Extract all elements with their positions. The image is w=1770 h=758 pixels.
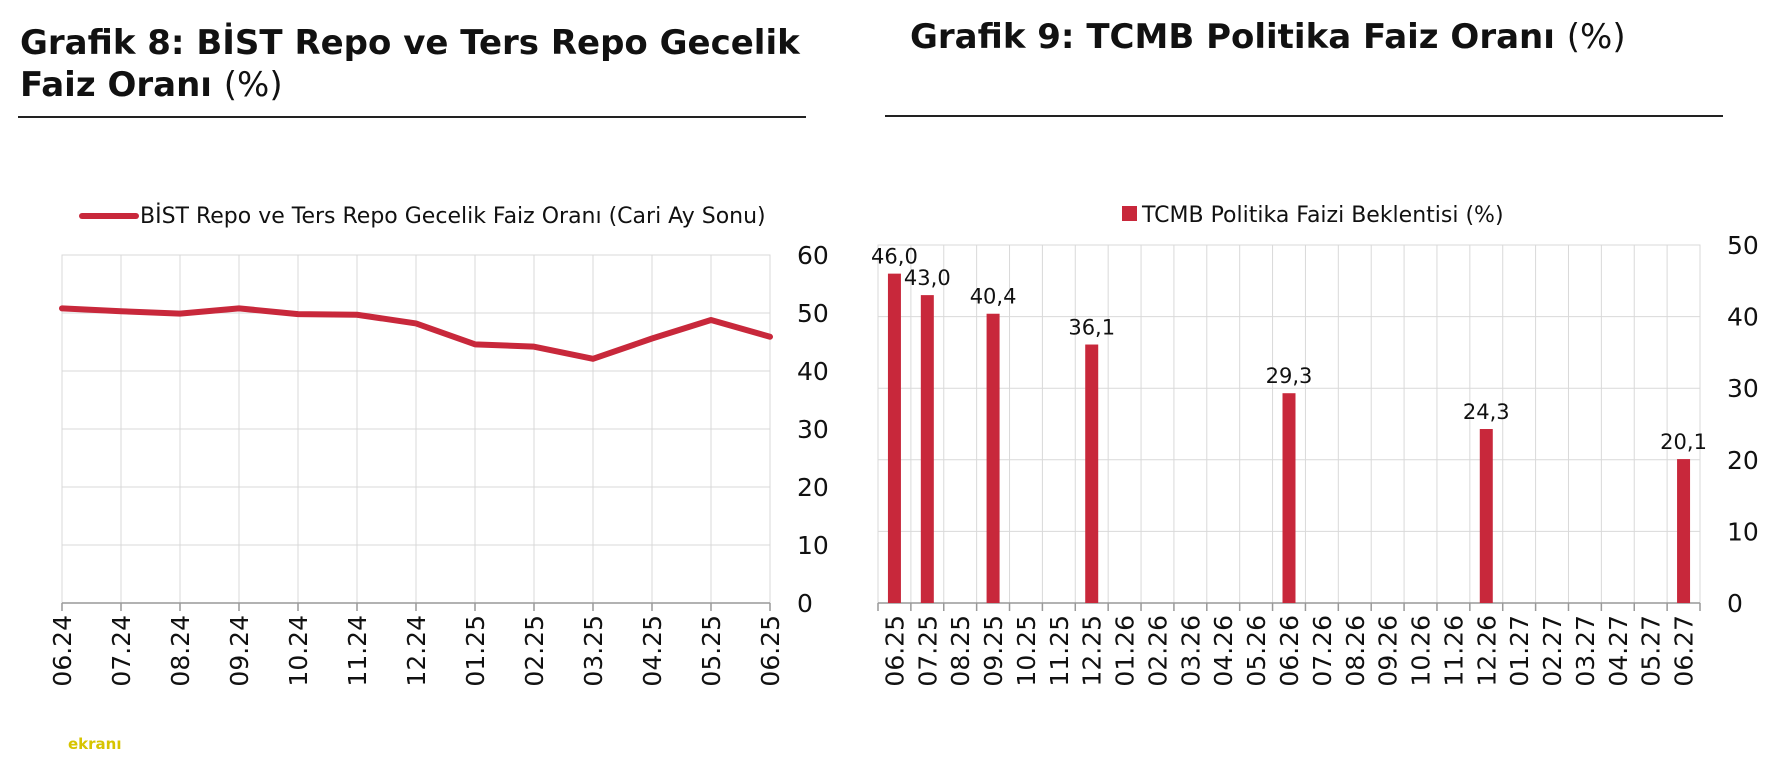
legend-swatch bbox=[1122, 206, 1137, 221]
x-tick-label: 01.27 bbox=[1505, 615, 1534, 687]
x-tick-label: 02.27 bbox=[1538, 615, 1567, 687]
x-tick-label: 07.26 bbox=[1308, 615, 1337, 687]
legend-label: BİST Repo ve Ters Repo Gecelik Faiz Oran… bbox=[140, 203, 766, 229]
data-label: 46,0 bbox=[871, 245, 918, 269]
y-tick-label: 20 bbox=[797, 473, 829, 502]
x-tick-label: 05.26 bbox=[1242, 615, 1271, 687]
x-tick-label: 03.27 bbox=[1571, 615, 1600, 687]
bar bbox=[986, 313, 1000, 603]
x-tick-label: 01.25 bbox=[461, 615, 490, 687]
y-tick-label: 40 bbox=[797, 357, 829, 386]
x-tick-label: 08.25 bbox=[946, 615, 975, 687]
x-tick-label: 10.26 bbox=[1407, 615, 1436, 687]
data-label: 36,1 bbox=[1068, 316, 1115, 340]
x-tick-label: 09.24 bbox=[225, 615, 254, 687]
x-tick-label: 10.25 bbox=[1012, 615, 1041, 687]
right-chart-title-text: Grafik 9: TCMB Politika Faiz Oranı bbox=[910, 17, 1555, 57]
x-tick-label: 06.25 bbox=[880, 615, 909, 687]
y-tick-label: 20 bbox=[1727, 446, 1759, 475]
data-label: 43,0 bbox=[904, 266, 951, 290]
x-tick-label: 11.24 bbox=[343, 615, 372, 687]
x-tick-label: 05.25 bbox=[697, 615, 726, 687]
y-tick-label: 50 bbox=[797, 299, 829, 328]
x-tick-label: 01.26 bbox=[1111, 615, 1140, 687]
data-label: 29,3 bbox=[1266, 364, 1313, 388]
x-tick-label: 04.25 bbox=[638, 615, 667, 687]
x-tick-label: 02.26 bbox=[1143, 615, 1172, 687]
x-tick-label: 03.26 bbox=[1176, 615, 1205, 687]
x-tick-label: 07.24 bbox=[107, 615, 136, 687]
data-label: 40,4 bbox=[970, 285, 1017, 309]
bar bbox=[920, 295, 934, 603]
y-tick-label: 60 bbox=[797, 241, 829, 270]
x-tick-label: 09.25 bbox=[979, 615, 1008, 687]
watermark-logo: ekranı bbox=[68, 735, 122, 753]
x-tick-label: 08.26 bbox=[1341, 615, 1370, 687]
bar bbox=[887, 273, 901, 603]
left-chart-title: Grafik 8: BİST Repo ve Ters Repo Gecelik… bbox=[20, 22, 800, 106]
bar bbox=[1282, 393, 1296, 603]
x-tick-label: 09.26 bbox=[1374, 615, 1403, 687]
left-chart-title-text: Grafik 8: BİST Repo ve Ters Repo Gecelik… bbox=[20, 23, 800, 105]
x-tick-label: 04.26 bbox=[1209, 615, 1238, 687]
bar bbox=[1479, 429, 1493, 603]
x-tick-label: 06.24 bbox=[48, 615, 77, 687]
x-tick-label: 04.27 bbox=[1604, 615, 1633, 687]
x-tick-label: 05.27 bbox=[1637, 615, 1666, 687]
series-line-bist-repo bbox=[59, 305, 773, 362]
right-title-rule bbox=[885, 115, 1723, 117]
legend-label: TCMB Politika Faizi Beklentisi (%) bbox=[1141, 203, 1504, 228]
bar bbox=[1677, 459, 1691, 603]
x-tick-label: 12.24 bbox=[402, 615, 431, 687]
x-tick-label: 02.25 bbox=[520, 615, 549, 687]
right-chart-title: Grafik 9: TCMB Politika Faiz Oranı (%) bbox=[910, 16, 1730, 58]
y-tick-label: 10 bbox=[1727, 517, 1759, 546]
y-tick-label: 30 bbox=[1727, 374, 1759, 403]
left-title-rule bbox=[18, 116, 806, 118]
data-label: 24,3 bbox=[1463, 400, 1510, 424]
x-tick-label: 10.24 bbox=[284, 615, 313, 687]
x-tick-label: 12.25 bbox=[1078, 615, 1107, 687]
x-tick-label: 08.24 bbox=[166, 615, 195, 687]
x-tick-label: 06.25 bbox=[756, 615, 785, 687]
x-tick-label: 06.26 bbox=[1275, 615, 1304, 687]
right-chart-title-unit: (%) bbox=[1566, 17, 1626, 57]
x-tick-label: 07.25 bbox=[913, 615, 942, 687]
y-tick-label: 40 bbox=[1727, 303, 1759, 332]
y-tick-label: 50 bbox=[1727, 231, 1759, 260]
y-tick-label: 0 bbox=[797, 589, 813, 618]
left-chart-title-unit: (%) bbox=[223, 65, 283, 105]
bar bbox=[1085, 344, 1099, 603]
x-tick-label: 11.26 bbox=[1439, 615, 1468, 687]
data-label: 20,1 bbox=[1660, 430, 1707, 454]
x-tick-label: 11.25 bbox=[1045, 615, 1074, 687]
y-tick-label: 0 bbox=[1727, 589, 1743, 618]
y-tick-label: 10 bbox=[797, 531, 829, 560]
x-tick-label: 06.27 bbox=[1670, 615, 1699, 687]
x-tick-label: 12.26 bbox=[1472, 615, 1501, 687]
x-tick-label: 03.25 bbox=[579, 615, 608, 687]
y-tick-label: 30 bbox=[797, 415, 829, 444]
